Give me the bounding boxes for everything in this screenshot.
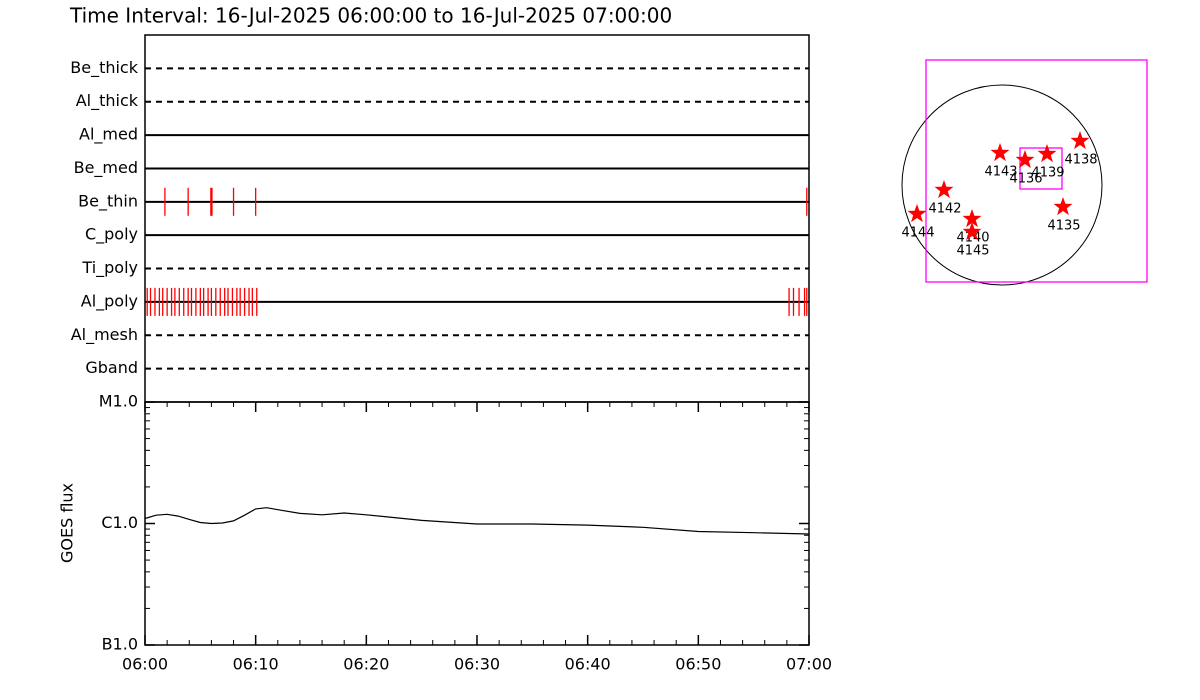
chart-title: Time Interval: 16-Jul-2025 06:00:00 to 1… [69,4,672,28]
active-region [934,180,954,199]
filter-label: Al_med [79,125,138,145]
filter-label: C_poly [85,225,138,245]
y-tick-label: B1.0 [102,635,138,654]
filter-label: Al_thick [76,91,139,111]
x-tick-label: 06:10 [233,655,279,674]
filter-label: Be_thin [78,191,138,211]
filter-label: Ti_poly [81,258,138,278]
filter-label: Be_med [74,158,138,178]
active-region [1053,197,1073,216]
x-tick-label: 06:20 [343,655,389,674]
goes-curve [144,507,810,535]
active-region [1070,131,1090,150]
filter-label: Al_mesh [71,325,138,345]
active-region [962,209,982,228]
x-tick-label: 07:00 [786,655,832,674]
region-label: 4142 [928,202,961,217]
region-label: 4144 [901,226,934,241]
sub-field-of-view [1019,147,1063,190]
region-label: 4140 [956,231,989,246]
region-label: 4143 [984,165,1017,180]
region-label: 4145 [956,244,989,259]
y-axis-label: GOES flux [58,483,77,563]
x-tick-label: 06:50 [675,655,721,674]
active-region [1015,150,1035,169]
y-tick-label: C1.0 [101,513,138,532]
region-label: 4135 [1047,219,1080,234]
active-region [962,222,982,241]
active-region [1037,144,1057,163]
region-label: 4138 [1064,153,1097,168]
x-tick-label: 06:40 [565,655,611,674]
y-tick-label: M1.0 [99,392,138,411]
x-tick-label: 06:00 [122,655,168,674]
region-label: 4139 [1031,166,1064,181]
active-region [990,143,1010,162]
filter-label: Be_thick [70,58,138,78]
active-region [907,204,927,223]
solar-disk [901,84,1103,286]
filter-label: Al_poly [81,291,138,311]
region-label: 4136 [1009,172,1042,187]
x-tick-label: 06:30 [454,655,500,674]
field-of-view [925,59,1148,283]
filter-label: Gband [85,358,138,377]
